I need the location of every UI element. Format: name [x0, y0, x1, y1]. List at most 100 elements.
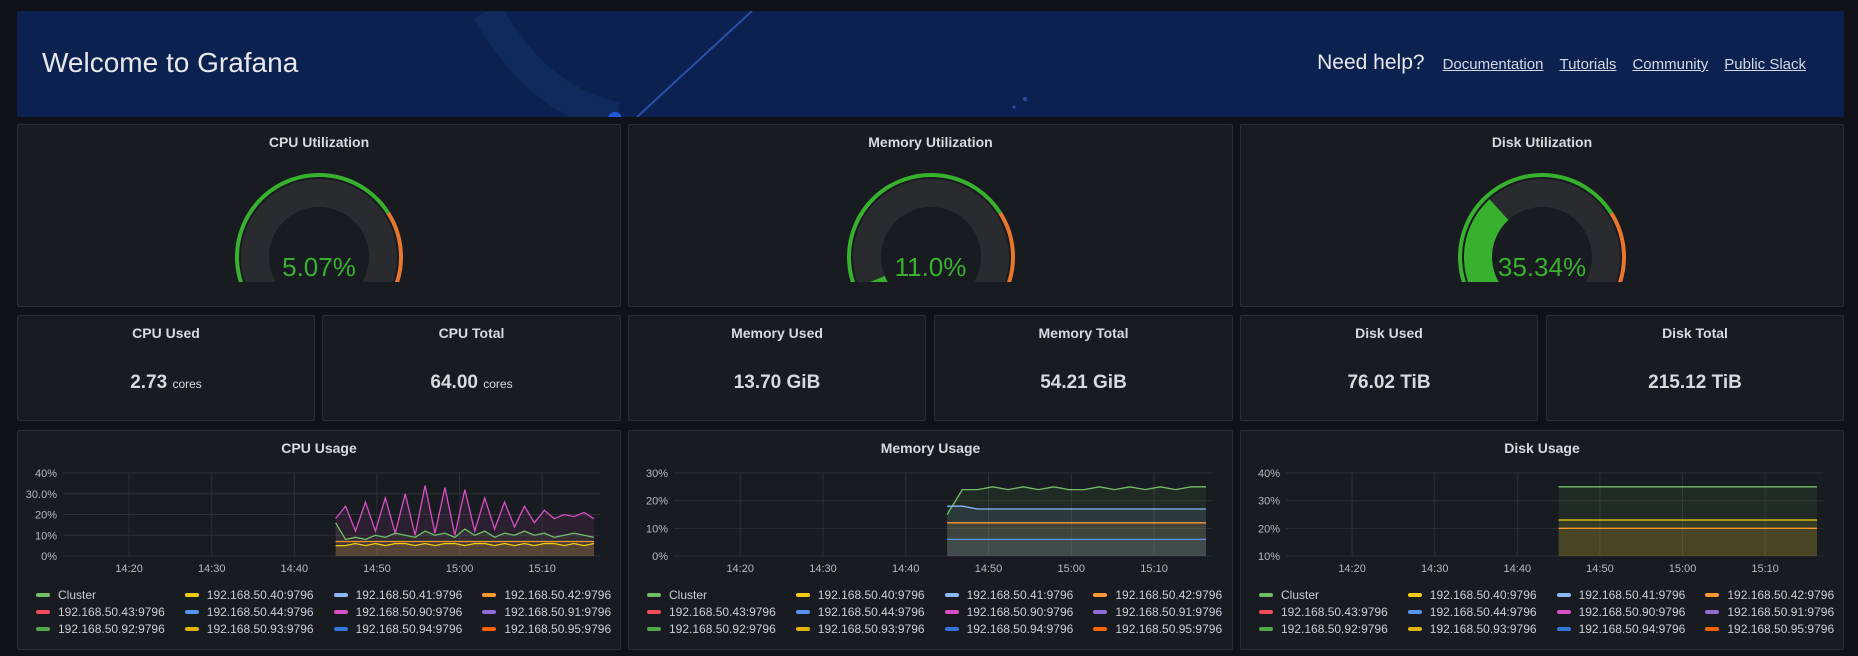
- legend-item[interactable]: 192.168.50.41:9796: [1556, 588, 1686, 602]
- legend-item[interactable]: 192.168.50.43:9796: [1259, 605, 1388, 619]
- legend-item[interactable]: 192.168.50.92:9796: [36, 622, 165, 636]
- y-tick-label: 10%: [35, 530, 57, 542]
- legend-item[interactable]: 192.168.50.44:9796: [184, 605, 314, 619]
- cpu-used-panel[interactable]: CPU Used 2.73 cores: [17, 315, 315, 421]
- legend-label: Cluster: [58, 588, 97, 602]
- series-line: [946, 486, 1206, 515]
- legend-item[interactable]: 192.168.50.42:9796: [1705, 588, 1834, 602]
- legend-swatch: [1093, 610, 1108, 614]
- legend-item[interactable]: 192.168.50.94:9796: [333, 622, 463, 636]
- series-area: [947, 506, 1206, 556]
- legend-item[interactable]: 192.168.50.91:9796: [482, 605, 611, 619]
- legend-item[interactable]: 192.168.50.40:9796: [184, 588, 314, 602]
- x-tick-label: 14:30: [198, 563, 226, 575]
- series-area: [335, 485, 594, 556]
- legend-item[interactable]: 192.168.50.40:9796: [795, 588, 925, 602]
- legend-swatch: [647, 610, 661, 614]
- disk-usage-panel[interactable]: Disk Usage 40% 30% 20% 10% 14:20 14:30 14:40 14…: [1240, 430, 1844, 650]
- legend-item[interactable]: 192.168.50.43:9796: [647, 605, 776, 619]
- memory-utilization-panel[interactable]: Memory Utilization 11.0%: [628, 124, 1233, 307]
- cpu-total-panel[interactable]: CPU Total 64.00 cores: [322, 315, 621, 421]
- legend-item[interactable]: 192.168.50.41:9796: [333, 588, 462, 602]
- legend-label: 192.168.50.40:9796: [206, 588, 314, 602]
- tutorials-link[interactable]: Tutorials: [1559, 56, 1617, 73]
- legend-item[interactable]: 192.168.50.93:9796: [795, 622, 925, 636]
- legend-label: 192.168.50.42:9796: [1115, 588, 1223, 602]
- cpu-gauge: [235, 173, 403, 282]
- memory-used-panel[interactable]: Memory Used 13.70 GiB: [628, 315, 926, 421]
- public-slack-link[interactable]: Public Slack: [1724, 56, 1806, 73]
- community-link[interactable]: Community: [1632, 56, 1709, 73]
- legend-item[interactable]: 192.168.50.90:9796: [944, 605, 1073, 619]
- legend-item[interactable]: 192.168.50.90:9796: [1556, 605, 1685, 619]
- legend-item[interactable]: 192.168.50.91:9796: [1705, 605, 1834, 619]
- disk-used-panel[interactable]: Disk Used 76.02 TiB: [1240, 315, 1538, 421]
- legend-item[interactable]: 192.168.50.44:9796: [795, 605, 925, 619]
- legend-swatch: [1705, 627, 1720, 631]
- legend-item[interactable]: 192.168.50.44:9796: [1407, 605, 1537, 619]
- x-tick-label: 14:20: [1338, 563, 1366, 575]
- legend-item[interactable]: 192.168.50.42:9796: [482, 588, 611, 602]
- legend-item[interactable]: Cluster: [647, 588, 776, 602]
- x-tick-label: 14:50: [975, 563, 1003, 575]
- legend-swatch: [1705, 593, 1720, 597]
- series-area: [335, 522, 594, 556]
- legend-label: 192.168.50.42:9796: [1727, 588, 1835, 602]
- legend-swatch: [1556, 627, 1571, 631]
- legend-item[interactable]: 192.168.50.90:9796: [333, 605, 462, 619]
- legend-label: 192.168.50.94:9796: [355, 622, 463, 636]
- legend-item[interactable]: 192.168.50.95:9796: [1093, 622, 1222, 636]
- legend-label: 192.168.50.95:9796: [504, 622, 612, 636]
- legend-swatch: [647, 593, 661, 597]
- threshold-green: [235, 173, 390, 282]
- disk-total-panel[interactable]: Disk Total 215.12 TiB: [1546, 315, 1844, 421]
- memory-usage-panel[interactable]: Memory Usage 30% 20% 10% 0% 14:20 14:30 14:40 1…: [628, 430, 1233, 650]
- x-tick-label: 15:00: [1669, 563, 1697, 575]
- legend-item[interactable]: 192.168.50.94:9796: [1556, 622, 1685, 636]
- legend-item[interactable]: 192.168.50.93:9796: [1407, 622, 1537, 636]
- legend-item[interactable]: 192.168.50.95:9796: [1705, 622, 1834, 636]
- legend-swatch: [333, 627, 348, 631]
- legend-item[interactable]: 192.168.50.92:9796: [1259, 622, 1388, 636]
- legend-item[interactable]: 192.168.50.91:9796: [1093, 605, 1222, 619]
- legend-label: 192.168.50.41:9796: [1578, 588, 1686, 602]
- x-tick-label: 14:50: [363, 563, 391, 575]
- panel-title: Memory Utilization: [868, 134, 993, 150]
- y-tick-label: 30%: [646, 468, 668, 480]
- legend-item[interactable]: 192.168.50.42:9796: [1093, 588, 1222, 602]
- legend-swatch: [1407, 610, 1422, 614]
- stat-number: 64.00: [430, 372, 478, 393]
- series-line: [947, 505, 1206, 510]
- disk-utilization-panel[interactable]: Disk Utilization 35.34%: [1240, 124, 1844, 307]
- documentation-link[interactable]: Documentation: [1442, 56, 1544, 73]
- series-line: [335, 522, 595, 541]
- legend-item[interactable]: 192.168.50.92:9796: [647, 622, 776, 636]
- y-tick-label: 30%: [1258, 496, 1280, 508]
- cpu-usage-panel[interactable]: CPU Usage 40% 30.0% 20% 10% 0% 14:20 14:30 14:4…: [17, 430, 621, 650]
- panel-title: Memory Used: [731, 325, 823, 341]
- legend-item[interactable]: 192.168.50.95:9796: [482, 622, 611, 636]
- legend-item[interactable]: Cluster: [36, 588, 165, 602]
- legend-label: 192.168.50.41:9796: [966, 588, 1074, 602]
- chart-legend: Cluster 192.168.50.40:9796 192.168.50.41:9…: [647, 588, 1228, 636]
- legend-swatch: [944, 627, 959, 631]
- legend-item[interactable]: 192.168.50.93:9796: [184, 622, 314, 636]
- series-line: [335, 485, 595, 536]
- welcome-banner: Welcome to Grafana Need help? Documentat…: [17, 11, 1844, 117]
- legend-item[interactable]: 192.168.50.40:9796: [1407, 588, 1537, 602]
- help-links: Need help? Documentation Tutorials Commu…: [1317, 51, 1806, 75]
- cpu-utilization-panel[interactable]: CPU Utilization 5.07%: [17, 124, 621, 307]
- legend-item[interactable]: Cluster: [1259, 588, 1388, 602]
- y-tick-label: 10%: [646, 523, 668, 535]
- legend-item[interactable]: 192.168.50.43:9796: [36, 605, 165, 619]
- memory-total-panel[interactable]: Memory Total 54.21 GiB: [934, 315, 1233, 421]
- stat-value: 215.12 TiB: [1648, 372, 1742, 393]
- legend-swatch: [1556, 610, 1571, 614]
- legend-item[interactable]: 192.168.50.41:9796: [944, 588, 1074, 602]
- legend-item[interactable]: 192.168.50.94:9796: [944, 622, 1073, 636]
- legend-swatch: [482, 610, 497, 614]
- x-tick-label: 14:40: [892, 563, 920, 575]
- threshold-orange: [1609, 211, 1626, 282]
- x-tick-label: 14:20: [726, 563, 754, 575]
- x-tick-label: 14:30: [1421, 563, 1449, 575]
